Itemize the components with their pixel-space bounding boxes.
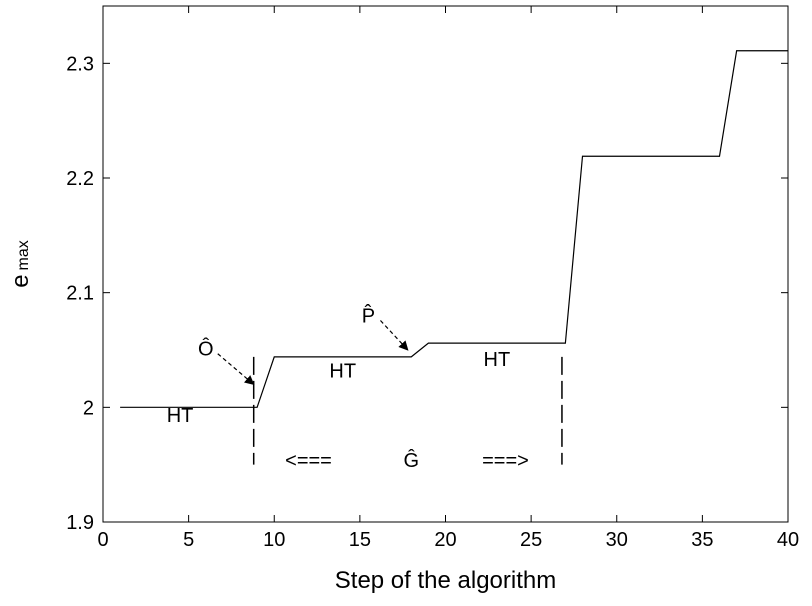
y-tick-label: 1.9 (66, 512, 94, 534)
y-tick-label: 2 (83, 397, 94, 419)
x-tick-label: 35 (691, 529, 713, 551)
vertical-markers (252, 356, 563, 465)
annotation-label: Ô (198, 338, 214, 361)
annotation-arrow (379, 320, 409, 351)
y-axis-label-subscript: max (15, 240, 32, 270)
x-tick-label: 10 (263, 529, 285, 551)
x-tick-label: 25 (520, 529, 542, 551)
x-tick-label: 20 (434, 529, 456, 551)
annotation-label: HT (484, 349, 511, 371)
y-axis-label-main: e max (7, 240, 34, 288)
annotations: HT HT HT Ô P̂ Ĝ <=== ===> (167, 304, 529, 472)
x-tick-label: 30 (606, 529, 628, 551)
annotation-label: <=== (285, 450, 332, 472)
plot-area: 0 5 10 15 20 25 30 35 40 1.9 2 2.1 2.2 2.3 HT HT HT Ô P̂ Ĝ… (66, 5, 799, 551)
annotation-label: HT (329, 361, 356, 383)
y-axis-label-symbol: e (7, 274, 34, 287)
y-tick-label: 2.2 (66, 168, 94, 190)
series-group (120, 50, 788, 408)
annotation-label: P̂ (362, 304, 375, 327)
y-tick-label: 2.1 (66, 283, 94, 305)
annotation-label: HT (167, 405, 194, 427)
x-tick-label: 40 (777, 529, 799, 551)
x-tick-label: 0 (97, 529, 108, 551)
y-axis-label: e max (7, 240, 34, 288)
tick-labels: 0 5 10 15 20 25 30 35 40 1.9 2 2.1 2.2 2.3 (66, 53, 799, 551)
x-axis-label: Step of the algorithm (335, 567, 556, 594)
axis-ticks (102, 6, 789, 523)
plot-frame (102, 5, 789, 523)
annotation-arrow (217, 353, 255, 386)
x-tick-label: 5 (183, 529, 194, 551)
x-tick-label: 15 (349, 529, 371, 551)
annotation-label: Ĝ (403, 449, 419, 472)
annotation-label: ===> (482, 450, 529, 472)
series-line (120, 50, 788, 408)
y-tick-label: 2.3 (66, 53, 94, 75)
